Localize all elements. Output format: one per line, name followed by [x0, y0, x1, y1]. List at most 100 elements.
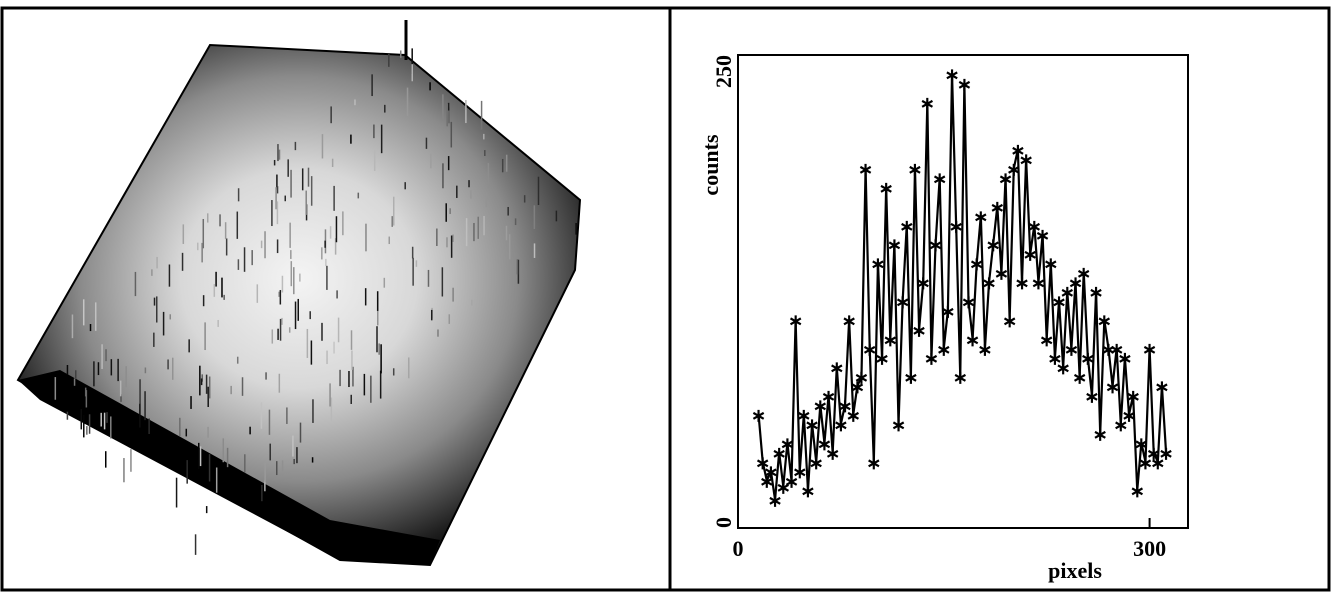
point-marker: ∗: [792, 462, 807, 482]
point-marker: ∗: [1076, 264, 1091, 284]
point-marker: ∗: [949, 216, 964, 236]
point-marker: ∗: [1002, 311, 1017, 331]
point-marker: ∗: [1093, 424, 1108, 444]
point-marker: ∗: [1039, 330, 1054, 350]
point-marker: ∗: [780, 434, 795, 454]
point-marker: ∗: [982, 273, 997, 293]
point-marker: ∗: [755, 453, 770, 473]
point-marker: ∗: [1130, 481, 1145, 501]
point-marker: ∗: [965, 330, 980, 350]
point-marker: ∗: [924, 349, 939, 369]
point-marker: ∗: [809, 453, 824, 473]
point-marker: ∗: [973, 207, 988, 227]
point-marker: ∗: [1134, 434, 1149, 454]
point-marker: ∗: [805, 415, 820, 435]
point-marker: ∗: [1113, 415, 1128, 435]
point-marker: ∗: [1105, 377, 1120, 397]
point-marker: ∗: [825, 443, 840, 463]
point-marker: ∗: [1117, 349, 1132, 369]
point-marker: ∗: [866, 453, 881, 473]
point-marker: ∗: [1101, 339, 1116, 359]
plot-frame: [737, 54, 1189, 529]
point-marker: ∗: [977, 339, 992, 359]
point-marker: ∗: [1080, 349, 1095, 369]
point-marker: ∗: [829, 358, 844, 378]
point-marker: ∗: [1023, 245, 1038, 265]
point-marker: ∗: [986, 235, 1001, 255]
point-marker: ∗: [862, 339, 877, 359]
surface: [16, 43, 582, 567]
frame: [0, 6, 1331, 592]
point-marker: ∗: [767, 491, 782, 511]
point-marker: ∗: [846, 405, 861, 425]
point-marker: ∗: [907, 160, 922, 180]
point-marker: ∗: [994, 264, 1009, 284]
point-marker: ∗: [833, 415, 848, 435]
point-marker: ∗: [1072, 368, 1087, 388]
point-marker: ∗: [969, 254, 984, 274]
point-marker: ∗: [759, 472, 774, 492]
point-marker: ∗: [916, 273, 931, 293]
point-marker: ∗: [883, 330, 898, 350]
point-marker: ∗: [1010, 141, 1025, 161]
point-marker: ∗: [1146, 443, 1161, 463]
point-marker: ∗: [784, 472, 799, 492]
point-marker: ∗: [879, 178, 894, 198]
point-marker: ∗: [1006, 160, 1021, 180]
point-marker: ∗: [788, 311, 803, 331]
point-marker: ∗: [1089, 283, 1104, 303]
point-marker: ∗: [1084, 387, 1099, 407]
point-marker: ∗: [800, 481, 815, 501]
point-marker: ∗: [940, 301, 955, 321]
point-marker: ∗: [1097, 311, 1112, 331]
point-marker: ∗: [928, 235, 943, 255]
point-marker: ∗: [891, 415, 906, 435]
point-marker: ∗: [763, 462, 778, 482]
y-axis-label: counts: [698, 134, 723, 196]
point-marker: ∗: [1121, 405, 1136, 425]
point-marker: ∗: [776, 477, 791, 497]
point-marker: ∗: [837, 396, 852, 416]
y-tick-label: 250: [711, 55, 736, 88]
point-marker: ∗: [1109, 339, 1124, 359]
point-marker: ∗: [1060, 283, 1075, 303]
point-marker: ∗: [854, 368, 869, 388]
point-marker: ∗: [817, 434, 832, 454]
x-tick-label: 300: [1133, 536, 1166, 561]
point-marker: ∗: [944, 65, 959, 85]
point-marker: ∗: [850, 377, 865, 397]
point-marker: ∗: [990, 197, 1005, 217]
point-marker: ∗: [870, 254, 885, 274]
point-marker: ∗: [936, 339, 951, 359]
point-marker: ∗: [1056, 358, 1071, 378]
point-marker: ∗: [932, 169, 947, 189]
point-marker: ∗: [1159, 443, 1174, 463]
point-marker: ∗: [813, 396, 828, 416]
point-marker: ∗: [1064, 339, 1079, 359]
point-marker: ∗: [875, 349, 890, 369]
point-marker: ∗: [1019, 150, 1034, 170]
point-marker: ∗: [1047, 349, 1062, 369]
point-marker: ∗: [772, 443, 787, 463]
point-marker: ∗: [1014, 273, 1029, 293]
point-marker: ∗: [1031, 273, 1046, 293]
surface-edge: [18, 370, 440, 565]
point-marker: ∗: [796, 405, 811, 425]
point-marker: ∗: [998, 169, 1013, 189]
point-marker: ∗: [887, 235, 902, 255]
point-marker: ∗: [961, 292, 976, 312]
point-marker: ∗: [903, 368, 918, 388]
point-marker: ∗: [821, 387, 836, 407]
y-tick-label: 0: [711, 517, 736, 528]
x-tick-label: 0: [733, 536, 744, 561]
point-marker: ∗: [1068, 273, 1083, 293]
surface-plot: [16, 20, 582, 567]
point-marker: ∗: [858, 160, 873, 180]
point-marker: ∗: [895, 292, 910, 312]
point-marker: ∗: [1051, 292, 1066, 312]
x-axis-label: pixels: [1048, 558, 1102, 583]
point-marker: ∗: [953, 368, 968, 388]
point-marker: ∗: [1027, 216, 1042, 236]
